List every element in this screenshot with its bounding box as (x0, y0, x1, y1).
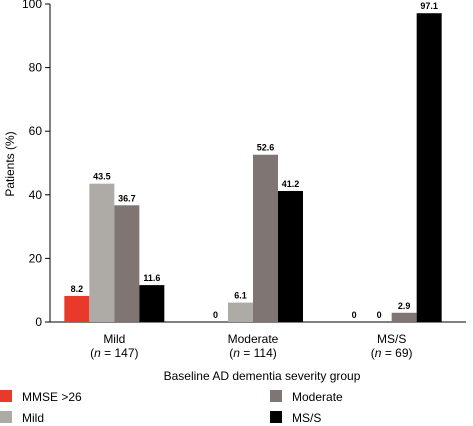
bar (114, 205, 140, 322)
legend-swatch (0, 411, 12, 423)
y-axis-title: Patients (%) (3, 131, 17, 196)
bar (253, 154, 278, 322)
category-n-suffix: = 114) (240, 346, 277, 360)
legend-label: Moderate (292, 390, 343, 404)
bar-value-label: 6.1 (234, 291, 247, 301)
category-n-var: n (233, 346, 240, 360)
category-labels: Mild(n = 147)Moderate(n = 114)MS/S(n = 6… (90, 332, 412, 360)
bar (139, 285, 165, 322)
y-tick-label: 100 (22, 0, 42, 11)
bar-value-label: 11.6 (143, 273, 160, 283)
category-n-label: (n = 69) (371, 346, 413, 360)
bar-value-label: 0 (213, 310, 218, 320)
bar-value-label: 36.7 (118, 193, 136, 203)
bar-value-label: 52.6 (257, 143, 275, 153)
bar-value-labels: 8.2 43.5 36.7 11.6 0 6.1 52.6 41.2 0 0 2.9 97.1 (71, 1, 438, 320)
legend-label: MS/S (292, 411, 321, 425)
bar-value-label: 0 (352, 310, 357, 320)
legend-label: MMSE >26 (22, 390, 82, 404)
category-n-suffix: = 147) (101, 346, 139, 360)
category-n-label: (n = 114) (229, 346, 277, 360)
category-label: Moderate (228, 332, 279, 346)
legend-label: Mild (22, 411, 44, 425)
legend-swatch (270, 411, 282, 423)
bar (89, 183, 115, 322)
category-n-var: n (375, 346, 382, 360)
bar-value-label: 43.5 (93, 172, 111, 182)
bar-value-label: 41.2 (282, 179, 300, 189)
category-label: MS/S (377, 332, 406, 346)
y-tick-label: 60 (29, 124, 43, 138)
bar (416, 13, 442, 323)
legend-swatch (270, 390, 282, 402)
bars (64, 13, 442, 323)
bar-value-label: 2.9 (398, 301, 411, 311)
category-n-label: (n = 147) (90, 346, 138, 360)
y-tick-label: 20 (29, 251, 43, 265)
legend: MMSE >26 Moderate Mild MS/S (0, 390, 343, 425)
bar (278, 190, 303, 322)
y-tick-label: 80 (29, 61, 43, 75)
bar-value-label: 97.1 (420, 1, 438, 11)
category-n-var: n (94, 346, 101, 360)
y-tick-label: 40 (29, 188, 43, 202)
bar (391, 312, 417, 322)
category-label: Mild (103, 332, 125, 346)
y-axis: 0 20 40 60 80 100 (22, 0, 466, 329)
category-n-prefix: ( (229, 346, 233, 360)
x-axis-title: Baseline AD dementia severity group (164, 369, 361, 383)
bar-value-label: 0 (377, 310, 382, 320)
category-n-prefix: ( (90, 346, 94, 360)
legend-swatch (0, 390, 12, 402)
bar (64, 295, 90, 322)
bar-value-label: 8.2 (71, 284, 84, 294)
y-tick-label: 0 (35, 315, 42, 329)
category-n-prefix: ( (371, 346, 375, 360)
bar (228, 302, 253, 322)
category-n-suffix: = 69) (381, 346, 412, 360)
